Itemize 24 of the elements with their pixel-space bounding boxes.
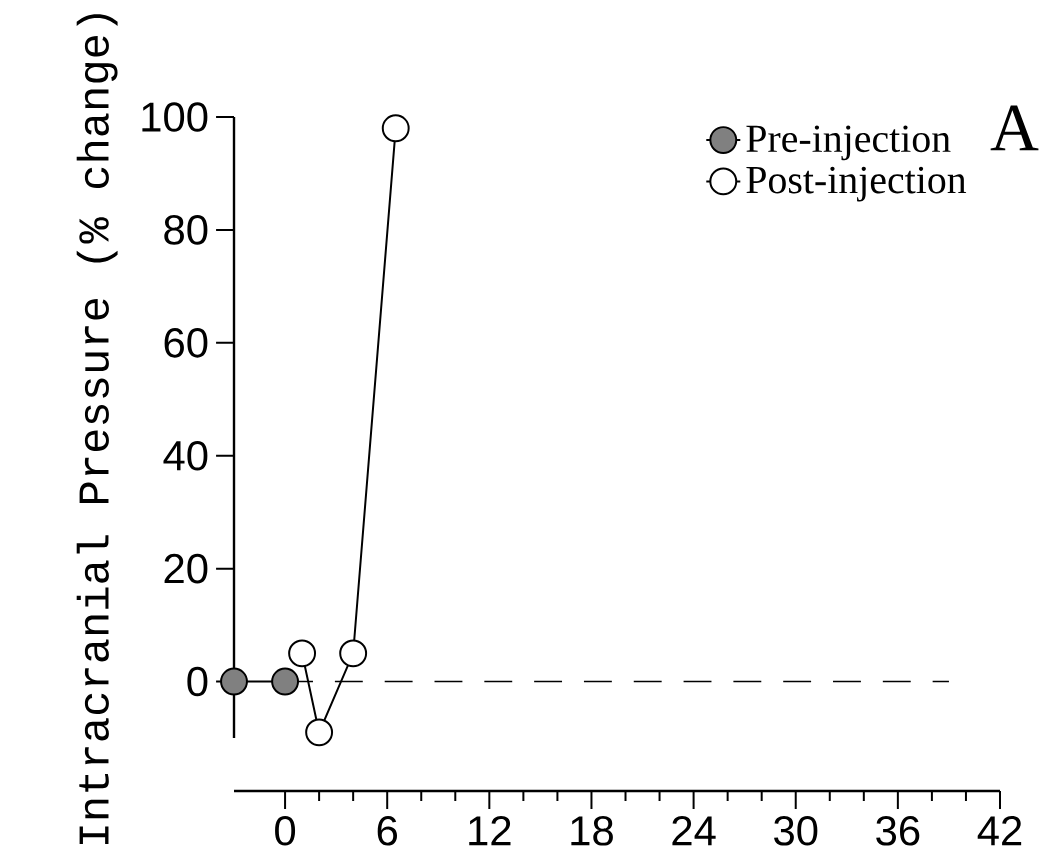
annotation: A xyxy=(990,105,1039,151)
point xyxy=(305,718,334,747)
x-tick-label: 0 xyxy=(275,815,296,846)
x-tick-label: 6 xyxy=(377,815,398,846)
y-tick-label: 100 xyxy=(142,102,208,132)
y-tick-label: 80 xyxy=(164,215,208,245)
x-tick-label: 42 xyxy=(977,815,1022,846)
point xyxy=(339,639,368,668)
x-tick-label: 30 xyxy=(774,815,818,846)
y-tick-label: 20 xyxy=(164,553,208,584)
point xyxy=(288,639,317,668)
point xyxy=(271,667,300,696)
point xyxy=(381,114,410,143)
legend-label: Post-injection xyxy=(746,166,967,202)
y-tick-label: 60 xyxy=(164,328,208,358)
legend-label: Pre-injection xyxy=(746,125,951,161)
point xyxy=(220,667,248,696)
x-tick-label: 24 xyxy=(672,815,716,846)
x-tick-label: 12 xyxy=(469,815,511,846)
y-axis-title: Intracranial Pressure (% change) xyxy=(76,14,118,845)
y-tick-label: 0 xyxy=(187,666,208,697)
x-tick-label: 36 xyxy=(876,815,920,846)
y-tick-label: 40 xyxy=(163,440,208,471)
x-tick-label: 18 xyxy=(571,815,613,846)
